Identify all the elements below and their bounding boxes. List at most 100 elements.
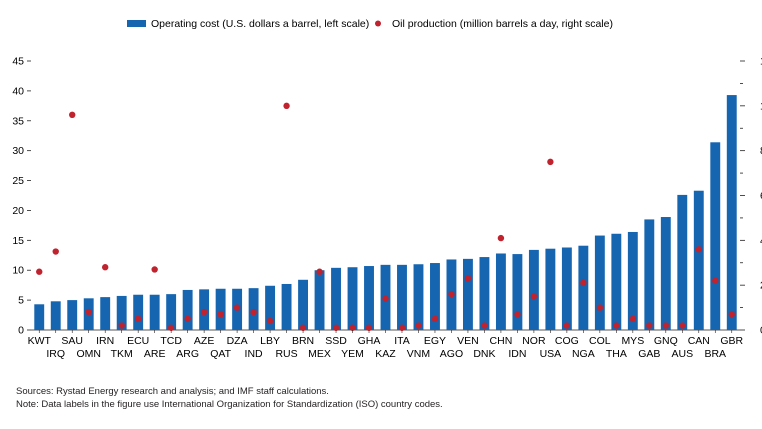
x-label-gab: GAB bbox=[638, 348, 660, 360]
dot-can bbox=[695, 246, 702, 253]
bar-aus bbox=[677, 194, 688, 330]
bar-ecu bbox=[133, 294, 144, 330]
dot-dnk bbox=[481, 322, 488, 329]
bar-ven bbox=[462, 258, 473, 330]
bar-series bbox=[34, 95, 737, 330]
left-tick-label: 30 bbox=[12, 145, 24, 157]
dot-sau bbox=[69, 111, 76, 119]
x-label-ssd: SSD bbox=[325, 335, 347, 347]
x-label-brn: BRN bbox=[292, 335, 314, 347]
legend-dot-label: Oil production (million barrels a day, r… bbox=[392, 18, 613, 30]
x-label-yem: YEM bbox=[341, 348, 364, 360]
x-label-vnm: VNM bbox=[407, 348, 430, 360]
bar-idn bbox=[512, 254, 523, 330]
bar-mys bbox=[627, 231, 638, 330]
x-label-tha: THA bbox=[606, 348, 627, 360]
dot-tha bbox=[613, 322, 620, 329]
x-label-mys: MYS bbox=[621, 335, 644, 347]
x-label-chn: CHN bbox=[490, 335, 513, 347]
legend: Operating cost (U.S. dollars a barrel, l… bbox=[127, 18, 613, 30]
x-label-col: COL bbox=[589, 335, 611, 347]
x-label-ind: IND bbox=[245, 348, 264, 360]
x-label-idn: IDN bbox=[508, 348, 526, 360]
bar-kwt bbox=[34, 304, 45, 330]
dot-are bbox=[151, 266, 158, 273]
x-label-ven: VEN bbox=[457, 335, 479, 347]
right-tick-label: 6 bbox=[760, 190, 762, 202]
right-tick-label: 10 bbox=[760, 100, 762, 112]
dot-nor bbox=[530, 293, 538, 300]
dot-irn bbox=[101, 264, 109, 271]
dot-aze bbox=[200, 308, 208, 316]
bar-arg bbox=[182, 289, 193, 330]
x-label-nor: NOR bbox=[522, 335, 546, 347]
dot-ita bbox=[398, 324, 406, 331]
bar-gab bbox=[644, 219, 655, 330]
x-label-tcd: TCD bbox=[160, 335, 182, 347]
dot-vnm bbox=[415, 322, 422, 329]
x-label-omn: OMN bbox=[76, 348, 101, 360]
right-tick-label: 12 bbox=[760, 56, 762, 68]
sources-note: Sources: Rystad Energy research and anal… bbox=[16, 386, 329, 397]
bar-tcd bbox=[166, 294, 177, 330]
dot-rus bbox=[283, 102, 290, 110]
bar-qat bbox=[215, 288, 226, 330]
left-tick-label: 15 bbox=[12, 235, 24, 247]
x-label-usa: USA bbox=[540, 348, 562, 360]
dot-ind bbox=[250, 308, 257, 316]
x-label-cog: COG bbox=[555, 335, 579, 347]
bar-egy bbox=[430, 263, 440, 330]
bar-gha bbox=[364, 266, 374, 330]
bar-usa bbox=[545, 248, 556, 330]
dot-mex bbox=[316, 268, 323, 275]
x-label-gnq: GNQ bbox=[654, 335, 678, 347]
dot-yem bbox=[349, 324, 356, 331]
left-tick-label: 5 bbox=[18, 295, 24, 307]
dot-col bbox=[596, 304, 604, 311]
dot-lby bbox=[266, 317, 274, 325]
bar-lby bbox=[265, 285, 276, 330]
dot-kaz bbox=[382, 295, 389, 302]
left-tick-label: 10 bbox=[12, 265, 24, 277]
x-label-irq: IRQ bbox=[46, 348, 65, 360]
bar-yem bbox=[347, 267, 358, 330]
x-label-rus: RUS bbox=[275, 348, 297, 360]
x-label-kwt: KWT bbox=[28, 335, 52, 347]
bar-vnm bbox=[413, 264, 424, 330]
bar-rus bbox=[281, 283, 292, 330]
dot-irq bbox=[52, 248, 59, 255]
x-label-bra: BRA bbox=[704, 348, 726, 360]
dot-mys bbox=[629, 315, 637, 322]
x-label-mex: MEX bbox=[308, 348, 331, 360]
legend-dot-swatch bbox=[375, 20, 381, 27]
x-label-tkm: TKM bbox=[111, 348, 133, 360]
x-label-gbr: GBR bbox=[720, 335, 743, 347]
iso-note: Note: Data labels in the figure use Inte… bbox=[16, 399, 443, 410]
dot-tcd bbox=[167, 324, 175, 331]
x-label-dza: DZA bbox=[227, 335, 248, 347]
x-label-gha: GHA bbox=[358, 335, 381, 347]
legend-bar-swatch bbox=[127, 20, 146, 27]
dot-idn bbox=[514, 311, 521, 318]
x-label-arg: ARG bbox=[176, 348, 199, 360]
dot-dza bbox=[233, 304, 241, 311]
bar-bra bbox=[710, 142, 721, 330]
dot-brn bbox=[299, 324, 307, 331]
dot-gab bbox=[646, 322, 653, 329]
bar-mex bbox=[314, 270, 325, 330]
bar-dnk bbox=[479, 257, 490, 330]
left-tick-label: 25 bbox=[12, 175, 24, 187]
x-label-nga: NGA bbox=[572, 348, 595, 360]
dot-aus bbox=[679, 322, 686, 329]
bar-irn bbox=[100, 297, 111, 330]
dot-nga bbox=[580, 279, 587, 287]
x-label-can: CAN bbox=[688, 335, 710, 347]
bar-tha bbox=[611, 233, 622, 330]
left-tick-label: 0 bbox=[18, 325, 24, 337]
bar-are bbox=[149, 294, 160, 330]
x-label-aus: AUS bbox=[671, 348, 693, 360]
dot-ssd bbox=[332, 324, 340, 331]
bar-ita bbox=[397, 264, 407, 330]
right-tick-label: 2 bbox=[760, 280, 762, 292]
right-tick-label: 0 bbox=[760, 325, 762, 337]
